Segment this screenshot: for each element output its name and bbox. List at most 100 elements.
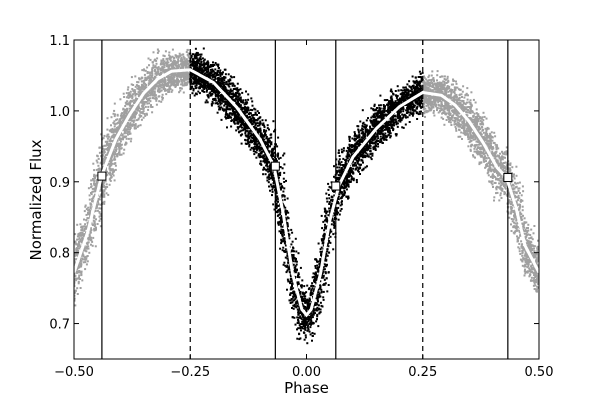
data-point (114, 151, 117, 154)
data-point (110, 154, 113, 157)
data-point (95, 185, 98, 188)
data-point (352, 160, 354, 163)
data-point (237, 89, 240, 91)
data-point (77, 245, 79, 248)
data-point (372, 109, 375, 112)
data-point (86, 243, 89, 245)
data-point (277, 222, 280, 225)
data-point (402, 108, 405, 111)
data-point (98, 146, 101, 149)
data-point (116, 118, 119, 121)
data-point (144, 114, 147, 117)
data-point (309, 326, 312, 329)
data-point (317, 260, 320, 263)
data-point (93, 175, 95, 178)
data-point (211, 100, 214, 103)
data-point (90, 192, 92, 194)
data-point (74, 291, 77, 294)
data-point (144, 101, 147, 103)
data-point (201, 57, 204, 60)
data-point (113, 150, 115, 153)
data-point (224, 116, 227, 118)
data-point (138, 94, 141, 97)
data-point (380, 120, 382, 123)
data-point (94, 245, 97, 248)
data-point (404, 90, 407, 93)
data-point (155, 97, 158, 100)
data-point (250, 136, 253, 139)
data-point (161, 98, 164, 101)
data-point (139, 101, 142, 104)
data-point (102, 166, 104, 169)
data-point (125, 124, 128, 127)
data-point (227, 89, 230, 92)
data-point (304, 295, 307, 298)
data-point (133, 101, 136, 103)
data-point (127, 119, 130, 122)
data-point (87, 241, 90, 244)
data-point (341, 193, 344, 196)
data-point (316, 279, 319, 282)
data-point (110, 155, 113, 158)
data-point (388, 129, 391, 132)
data-point (169, 87, 172, 90)
data-point (244, 109, 247, 112)
data-point (315, 308, 318, 311)
data-point (326, 250, 329, 253)
data-point (79, 238, 82, 241)
data-point (92, 224, 94, 226)
data-point (90, 179, 93, 182)
data-point (80, 259, 83, 262)
data-point (364, 131, 367, 134)
data-point (338, 193, 341, 196)
data-point (290, 298, 293, 300)
data-point (186, 76, 189, 79)
data-point (117, 128, 120, 131)
data-point (93, 169, 96, 172)
data-point (119, 124, 122, 126)
data-point (92, 190, 95, 193)
data-point (322, 290, 325, 293)
data-point (110, 143, 112, 146)
data-point (374, 143, 377, 146)
data-point (217, 96, 220, 99)
data-point (335, 176, 338, 179)
data-point (74, 278, 77, 281)
data-point (181, 67, 184, 70)
data-point (192, 58, 194, 61)
data-point (421, 99, 424, 102)
data-point (141, 101, 144, 104)
data-point (87, 245, 90, 248)
data-point (292, 254, 295, 256)
data-point (168, 81, 171, 84)
data-point (103, 194, 106, 196)
data-point (140, 111, 143, 114)
data-point (369, 127, 372, 130)
data-point (106, 142, 109, 145)
data-point (153, 97, 156, 100)
data-point (207, 61, 210, 64)
data-point (221, 107, 224, 110)
data-point (160, 71, 163, 74)
data-point (170, 68, 173, 71)
data-point (283, 163, 286, 166)
data-point (356, 146, 359, 149)
data-point (306, 284, 309, 287)
data-point (109, 177, 112, 179)
data-point (136, 105, 139, 108)
data-point (172, 63, 175, 66)
data-point (130, 100, 133, 103)
data-point (372, 125, 375, 128)
data-point (310, 312, 313, 315)
data-point (167, 76, 170, 78)
data-point (125, 96, 128, 99)
data-point (145, 98, 148, 100)
data-point (180, 83, 183, 86)
data-point (314, 258, 317, 261)
data-point (388, 128, 391, 131)
data-point (104, 140, 107, 143)
data-point (173, 57, 176, 59)
data-point (369, 140, 372, 143)
data-point (143, 96, 146, 98)
data-point (108, 129, 111, 132)
